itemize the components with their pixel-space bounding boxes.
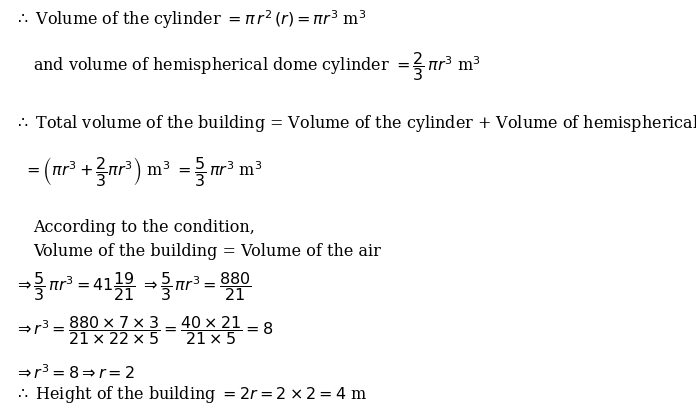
Text: $\Rightarrow r^3 = \dfrac{880 \times 7 \times 3}{21 \times 22 \times 5} = \dfrac: $\Rightarrow r^3 = \dfrac{880 \times 7 \… (14, 314, 273, 347)
Text: $\therefore$ Total volume of the building = Volume of the cylinder + Volume of h: $\therefore$ Total volume of the buildin… (14, 113, 696, 134)
Text: According to the condition,: According to the condition, (33, 219, 255, 236)
Text: Volume of the building = Volume of the air: Volume of the building = Volume of the a… (33, 242, 381, 260)
Text: $\therefore$ Height of the building $= 2r = 2 \times 2 = 4$ m: $\therefore$ Height of the building $= 2… (14, 384, 367, 405)
Text: $\Rightarrow \dfrac{5}{3}\,\pi r^3 = 41\dfrac{19}{21}$ $\Rightarrow \dfrac{5}{3}: $\Rightarrow \dfrac{5}{3}\,\pi r^3 = 41\… (14, 271, 251, 304)
Text: $\Rightarrow r^3 = 8 \Rightarrow r = 2$: $\Rightarrow r^3 = 8 \Rightarrow r = 2$ (14, 364, 134, 383)
Text: $= \left(\pi r^3 + \dfrac{2}{3}\pi r^3\right)$ m$^3$ $= \dfrac{5}{3}\, \pi r^3$ : $= \left(\pi r^3 + \dfrac{2}{3}\pi r^3\r… (24, 155, 262, 188)
Text: and volume of hemispherical dome cylinder $= \dfrac{2}{3}\, \pi r^3$ m$^3$: and volume of hemispherical dome cylinde… (33, 50, 481, 83)
Text: $\therefore$ Volume of the cylinder $= \pi\, r^2\,(r) = \pi r^3$ m$^3$: $\therefore$ Volume of the cylinder $= \… (14, 8, 366, 31)
